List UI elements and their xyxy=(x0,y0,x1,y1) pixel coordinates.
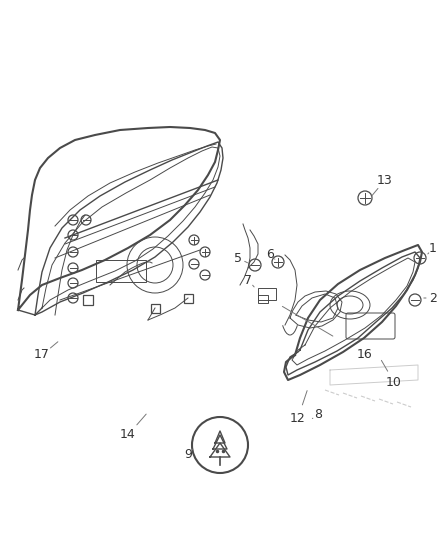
Bar xyxy=(96,260,146,282)
Text: 13: 13 xyxy=(377,174,393,187)
Bar xyxy=(258,295,268,303)
Text: 9: 9 xyxy=(184,448,192,462)
Text: 17: 17 xyxy=(34,349,50,361)
Text: 14: 14 xyxy=(120,429,136,441)
Text: 6: 6 xyxy=(266,248,274,262)
Bar xyxy=(258,288,276,300)
Bar xyxy=(184,294,192,303)
Text: 10: 10 xyxy=(386,376,402,389)
Text: 16: 16 xyxy=(357,349,373,361)
Text: 12: 12 xyxy=(290,411,306,424)
Bar xyxy=(83,295,93,305)
Text: 2: 2 xyxy=(429,292,437,304)
Text: 5: 5 xyxy=(234,252,242,264)
Bar xyxy=(151,303,159,312)
Text: 1: 1 xyxy=(429,241,437,254)
Text: 8: 8 xyxy=(314,408,322,422)
Text: 7: 7 xyxy=(244,273,252,287)
